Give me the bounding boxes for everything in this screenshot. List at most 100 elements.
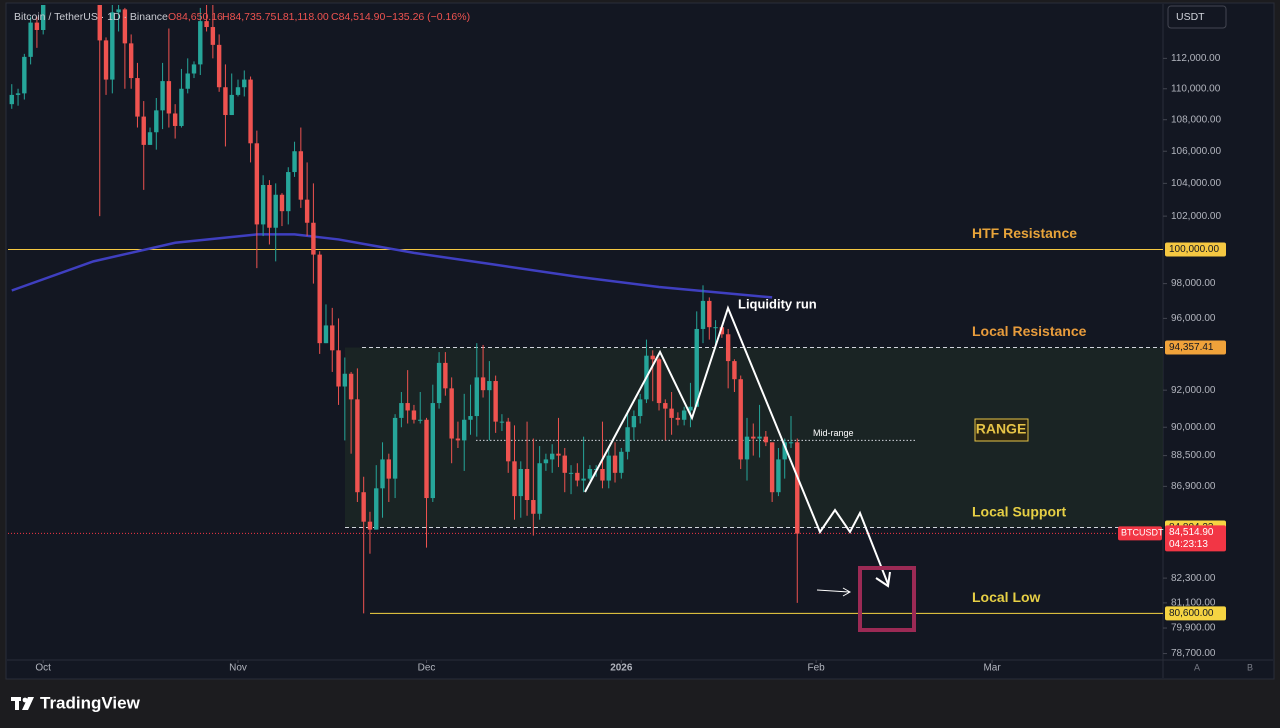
candle-body — [361, 492, 366, 522]
range-label-box — [974, 418, 1029, 442]
candle-body — [449, 388, 454, 439]
candle-body — [405, 403, 410, 411]
candle-body — [286, 172, 291, 212]
candle-body — [110, 12, 115, 80]
candle-body — [656, 359, 662, 404]
candle-body — [543, 459, 549, 464]
y-tick-label: 96,000.00 — [1171, 313, 1216, 324]
x-tick-label: Feb — [808, 663, 826, 674]
symbol-tag — [1118, 526, 1162, 541]
candle-body — [707, 300, 712, 328]
candle-body — [15, 93, 21, 95]
candle-body — [166, 81, 172, 114]
candle-body — [468, 416, 473, 420]
candle-body — [512, 461, 517, 497]
candle-body — [637, 399, 643, 417]
projection-path — [584, 305, 889, 585]
auto-button[interactable]: A — [1194, 662, 1200, 672]
candle-body — [474, 377, 479, 417]
candle-body — [537, 463, 542, 514]
candle-body — [556, 453, 561, 456]
candle-body — [757, 436, 762, 439]
candle-body — [348, 373, 354, 400]
candle-body — [34, 22, 40, 30]
candle-body — [97, 5, 102, 41]
candle-body — [147, 132, 153, 145]
candle-body — [763, 436, 769, 443]
candle-body — [185, 73, 190, 89]
candle-body — [411, 410, 417, 420]
candle-body — [480, 377, 486, 391]
y-tick-label: 106,000.00 — [1171, 146, 1221, 157]
candle-body — [279, 194, 285, 212]
candle-body — [292, 151, 297, 173]
candle-body — [663, 403, 668, 409]
candles — [9, 5, 800, 614]
candle-body — [248, 79, 253, 144]
price-tag-label: 100,000.00 — [1169, 244, 1219, 255]
candle-body — [524, 468, 530, 501]
countdown: 04:23:13 — [1169, 539, 1208, 550]
candle-body — [455, 438, 461, 441]
candle-body — [355, 399, 360, 493]
candle-body — [154, 110, 159, 133]
logo — [11, 697, 34, 710]
candle-body — [493, 381, 498, 422]
price-tag-label: 94,357.41 — [1169, 342, 1214, 353]
candle-body — [713, 327, 718, 329]
currency[interactable]: USDT — [1176, 11, 1205, 23]
candle-body — [273, 194, 278, 228]
candle-body — [267, 184, 272, 228]
candle-body — [374, 488, 379, 530]
candle-body — [172, 113, 178, 126]
candle-body — [600, 468, 605, 481]
candle-body — [216, 44, 222, 88]
candle-body — [336, 350, 341, 387]
candle-body — [40, 5, 46, 30]
candle-body — [549, 453, 555, 460]
liquidity-run-label: Liquidity run — [738, 296, 817, 311]
candle-body — [575, 472, 580, 481]
candle-body — [254, 143, 260, 225]
range-label: RANGE — [976, 421, 1027, 437]
target-box — [858, 566, 916, 632]
candle-body — [719, 327, 725, 335]
candle-body — [160, 81, 165, 111]
candle-body — [235, 87, 241, 95]
candle-body — [581, 478, 586, 481]
candle-body — [518, 468, 523, 497]
currency-button[interactable] — [1167, 5, 1227, 29]
current-price-tag — [1165, 525, 1226, 552]
candle-body — [688, 406, 693, 411]
candle-body — [122, 9, 128, 44]
arrow-head — [875, 571, 891, 588]
candle-body — [135, 78, 140, 117]
current-price-label: 84,514.90 — [1169, 527, 1214, 538]
candle-body — [223, 87, 228, 116]
level-name: Local Low — [972, 589, 1041, 605]
candle-body — [304, 199, 310, 223]
x-tick-label: Dec — [418, 663, 436, 674]
log-button[interactable]: B — [1247, 662, 1253, 672]
candle-body — [443, 362, 448, 389]
candle-body — [725, 334, 731, 362]
candle-body — [242, 79, 247, 88]
candle-body — [317, 254, 322, 344]
candle-body — [625, 427, 630, 452]
candle-body — [399, 403, 404, 418]
y-tick-label: 108,000.00 — [1171, 114, 1221, 125]
candle-body — [367, 521, 373, 530]
price-tag-label: 80,600.00 — [1169, 608, 1214, 619]
candle-body — [568, 472, 574, 474]
y-tick-label: 88,500.00 — [1171, 450, 1216, 461]
candle-body — [128, 43, 134, 79]
small-arrow — [816, 589, 850, 593]
candle-body — [531, 500, 536, 514]
candle-body — [298, 151, 304, 200]
candle-body — [198, 21, 203, 65]
chart-panel — [5, 2, 1275, 680]
y-tick-label: 90,000.00 — [1171, 422, 1216, 433]
candle-body — [430, 403, 435, 499]
candle-body — [418, 419, 423, 421]
